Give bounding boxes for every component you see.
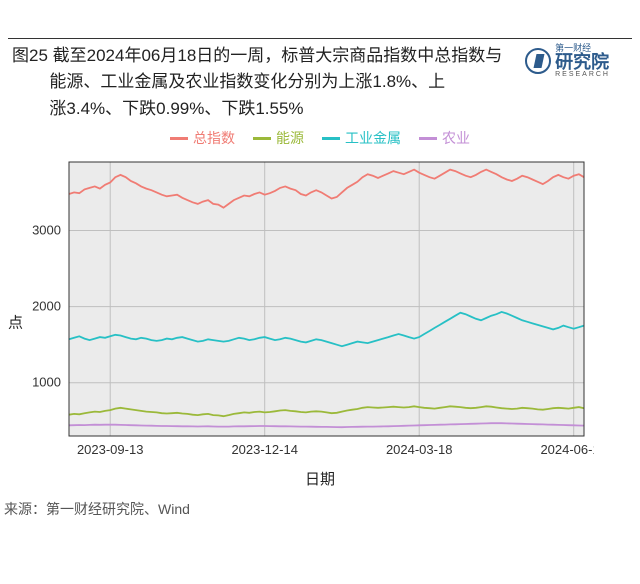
legend-item: 工业金属 (322, 128, 401, 148)
brand-logo: 第一财经 研究院 RESEARCH (525, 44, 610, 78)
logo-sub: RESEARCH (555, 71, 610, 78)
logo-main: 研究院 (555, 53, 610, 71)
svg-text:2024-06-18: 2024-06-18 (540, 442, 594, 457)
x-axis-label: 日期 (14, 468, 626, 489)
chart-container: 点 1000200030002023-09-132023-12-142024-0… (14, 154, 626, 489)
legend-label: 能源 (276, 128, 304, 148)
y-axis-label: 点 (4, 314, 25, 329)
legend-swatch (170, 137, 188, 140)
legend-item: 能源 (253, 128, 304, 148)
logo-mark-icon (525, 48, 551, 74)
legend-label: 总指数 (193, 128, 235, 148)
svg-text:2024-03-18: 2024-03-18 (386, 442, 453, 457)
source-text: 来源：第一财经研究院、Wind (4, 499, 640, 519)
line-chart: 1000 2000 3000 2023-09-13 2023-12-14 2024-03-… (14, 154, 594, 464)
svg-text:3000: 3000 (32, 223, 61, 238)
svg-text:2023-12-14: 2023-12-14 (231, 442, 298, 457)
legend-swatch (322, 137, 340, 140)
legend-label: 工业金属 (345, 128, 401, 148)
title-line-3: 涨3.4%、下跌0.99%、下跌1.55% (12, 96, 628, 122)
legend-swatch (253, 137, 271, 140)
legend-swatch (419, 137, 437, 140)
legend: 总指数 能源 工业金属 农业 (0, 128, 640, 148)
svg-text:1000: 1000 (32, 375, 61, 390)
legend-item: 农业 (419, 128, 470, 148)
legend-item: 总指数 (170, 128, 235, 148)
svg-text:2023-09-13: 2023-09-13 (77, 442, 144, 457)
svg-text:2000: 2000 (32, 299, 61, 314)
legend-label: 农业 (442, 128, 470, 148)
